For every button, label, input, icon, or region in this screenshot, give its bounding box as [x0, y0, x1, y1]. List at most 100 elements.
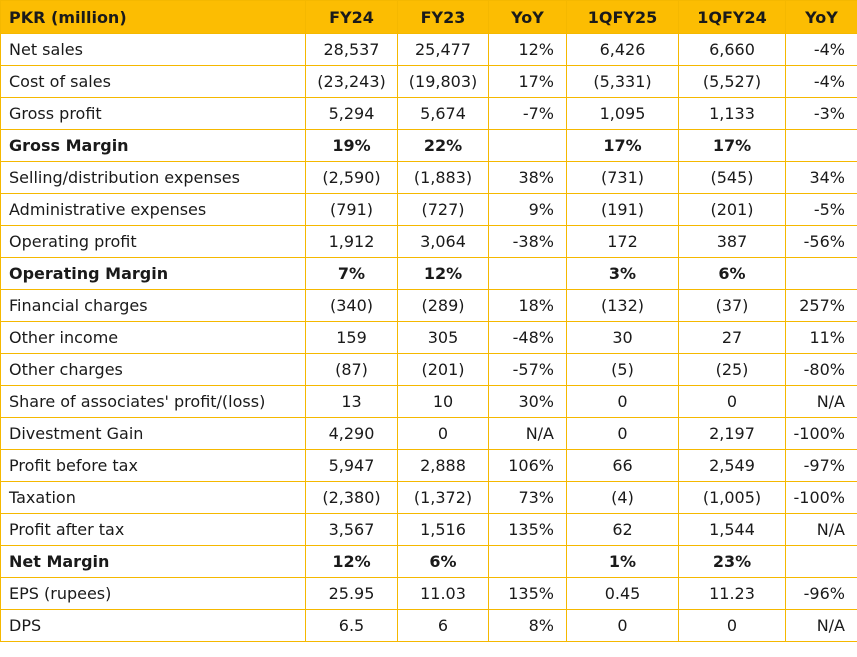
fy23-value: (19,803) [397, 65, 489, 98]
table-row: Profit before tax 5,947 2,888 106% 66 2,549 -9… [0, 449, 857, 482]
1qfy24-value: 387 [678, 225, 786, 258]
yoy-annual-value: 135% [488, 577, 567, 610]
1qfy24-value: 27 [678, 321, 786, 354]
yoy-annual-value [488, 129, 567, 162]
fy24-value: (87) [305, 353, 398, 386]
yoy-annual-value: 135% [488, 513, 567, 546]
table-row: Cost of sales (23,243) (19,803) 17% (5,331)(… [0, 65, 857, 98]
1qfy24-value: (37) [678, 289, 786, 322]
yoy-annual-value: 8% [488, 609, 567, 642]
table-row: Operating Margin 7% 12% 3% 6% [0, 257, 857, 290]
fy23-value: (1,372) [397, 481, 489, 514]
table-header-row: PKR (million) FY24 FY23 YoY 1QFY25 1QFY2… [0, 0, 857, 34]
fy24-value: 12% [305, 545, 398, 578]
row-label: Profit before tax [0, 449, 306, 482]
financial-summary-table: PKR (million) FY24 FY23 YoY 1QFY25 1QFY2… [0, 0, 857, 642]
1qfy24-value: 0 [678, 385, 786, 418]
fy23-value: 1,516 [397, 513, 489, 546]
row-label: Net Margin [0, 545, 306, 578]
1qfy25-value: 30 [566, 321, 679, 354]
1qfy24-value: (1,005) [678, 481, 786, 514]
row-label: Operating Margin [0, 257, 306, 290]
header-fy23: FY23 [397, 0, 489, 34]
table-row: Operating profit 1,912 3,064 -38% 172 387 -56% [0, 225, 857, 258]
table-row: Profit after tax 3,567 1,516 135% 62 1,544 N/A [0, 513, 857, 546]
fy24-value: 5,294 [305, 97, 398, 130]
header-1qfy25: 1QFY25 [566, 0, 679, 34]
table-row: Gross Margin 19% 22% 17% 17% [0, 129, 857, 162]
1qfy25-value: 172 [566, 225, 679, 258]
fy23-value: (201) [397, 353, 489, 386]
yoy-quarterly-value: -56% [785, 225, 857, 258]
fy23-value: 6% [397, 545, 489, 578]
yoy-quarterly-value: -100% [785, 481, 857, 514]
yoy-quarterly-value: -4% [785, 33, 857, 66]
table-row: EPS (rupees) 25.95 11.03 135% 0.45 11.23 -96% [0, 577, 857, 610]
1qfy24-value: 2,549 [678, 449, 786, 482]
1qfy24-value: 6,660 [678, 33, 786, 66]
header-yoy-annual: YoY [488, 0, 567, 34]
yoy-annual-value: 73% [488, 481, 567, 514]
table-row: Divestment Gain 4,290 0 N/A 0 2,197 -100% [0, 417, 857, 450]
fy24-value: 3,567 [305, 513, 398, 546]
header-yoy-quarterly: YoY [785, 0, 857, 34]
fy23-value: 5,674 [397, 97, 489, 130]
yoy-annual-value: 38% [488, 161, 567, 194]
1qfy24-value: (545) [678, 161, 786, 194]
header-1qfy24: 1QFY24 [678, 0, 786, 34]
1qfy24-value: (5,527) [678, 65, 786, 98]
table-body: Net sales 28,537 25,477 12% 6,426 6,660 -4% Cos… [0, 33, 857, 642]
yoy-annual-value: 106% [488, 449, 567, 482]
fy23-value: 25,477 [397, 33, 489, 66]
row-label: Share of associates' profit/(loss) [0, 385, 306, 418]
1qfy25-value: (731) [566, 161, 679, 194]
yoy-quarterly-value: N/A [785, 385, 857, 418]
fy23-value: 6 [397, 609, 489, 642]
1qfy24-value: 11.23 [678, 577, 786, 610]
1qfy25-value: 6,426 [566, 33, 679, 66]
row-label: Other income [0, 321, 306, 354]
row-label: Operating profit [0, 225, 306, 258]
table-row: DPS 6.5 6 8% 0 0 N/A [0, 609, 857, 642]
table-row: Administrative expenses (791) (727) 9% (191)… [0, 193, 857, 226]
fy23-value: 305 [397, 321, 489, 354]
yoy-quarterly-value [785, 545, 857, 578]
1qfy25-value: 3% [566, 257, 679, 290]
table-row: Gross profit 5,294 5,674 -7% 1,095 1,133 -3% [0, 97, 857, 130]
yoy-annual-value: 18% [488, 289, 567, 322]
row-label: Selling/distribution expenses [0, 161, 306, 194]
fy23-value: 22% [397, 129, 489, 162]
1qfy24-value: 0 [678, 609, 786, 642]
1qfy24-value: (25) [678, 353, 786, 386]
header-pkr-million: PKR (million) [0, 0, 306, 34]
yoy-annual-value: 30% [488, 385, 567, 418]
table-row: Net Margin 12% 6% 1% 23% [0, 545, 857, 578]
fy24-value: 159 [305, 321, 398, 354]
1qfy25-value: (132) [566, 289, 679, 322]
1qfy25-value: (5) [566, 353, 679, 386]
row-label: Other charges [0, 353, 306, 386]
1qfy24-value: 1,133 [678, 97, 786, 130]
1qfy24-value: 17% [678, 129, 786, 162]
fy23-value: (727) [397, 193, 489, 226]
yoy-annual-value: -57% [488, 353, 567, 386]
1qfy24-value: 1,544 [678, 513, 786, 546]
yoy-quarterly-value: -3% [785, 97, 857, 130]
yoy-quarterly-value: -5% [785, 193, 857, 226]
yoy-annual-value: 12% [488, 33, 567, 66]
1qfy25-value: 1,095 [566, 97, 679, 130]
fy24-value: 5,947 [305, 449, 398, 482]
yoy-quarterly-value: -4% [785, 65, 857, 98]
yoy-annual-value: N/A [488, 417, 567, 450]
fy23-value: (1,883) [397, 161, 489, 194]
1qfy25-value: 0 [566, 385, 679, 418]
fy24-value: 13 [305, 385, 398, 418]
yoy-quarterly-value: -80% [785, 353, 857, 386]
yoy-quarterly-value [785, 129, 857, 162]
row-label: Gross Margin [0, 129, 306, 162]
table-row: Share of associates' profit/(loss) 13 10 30… [0, 385, 857, 418]
1qfy25-value: 0 [566, 609, 679, 642]
fy24-value: 4,290 [305, 417, 398, 450]
fy24-value: 28,537 [305, 33, 398, 66]
fy24-value: 19% [305, 129, 398, 162]
